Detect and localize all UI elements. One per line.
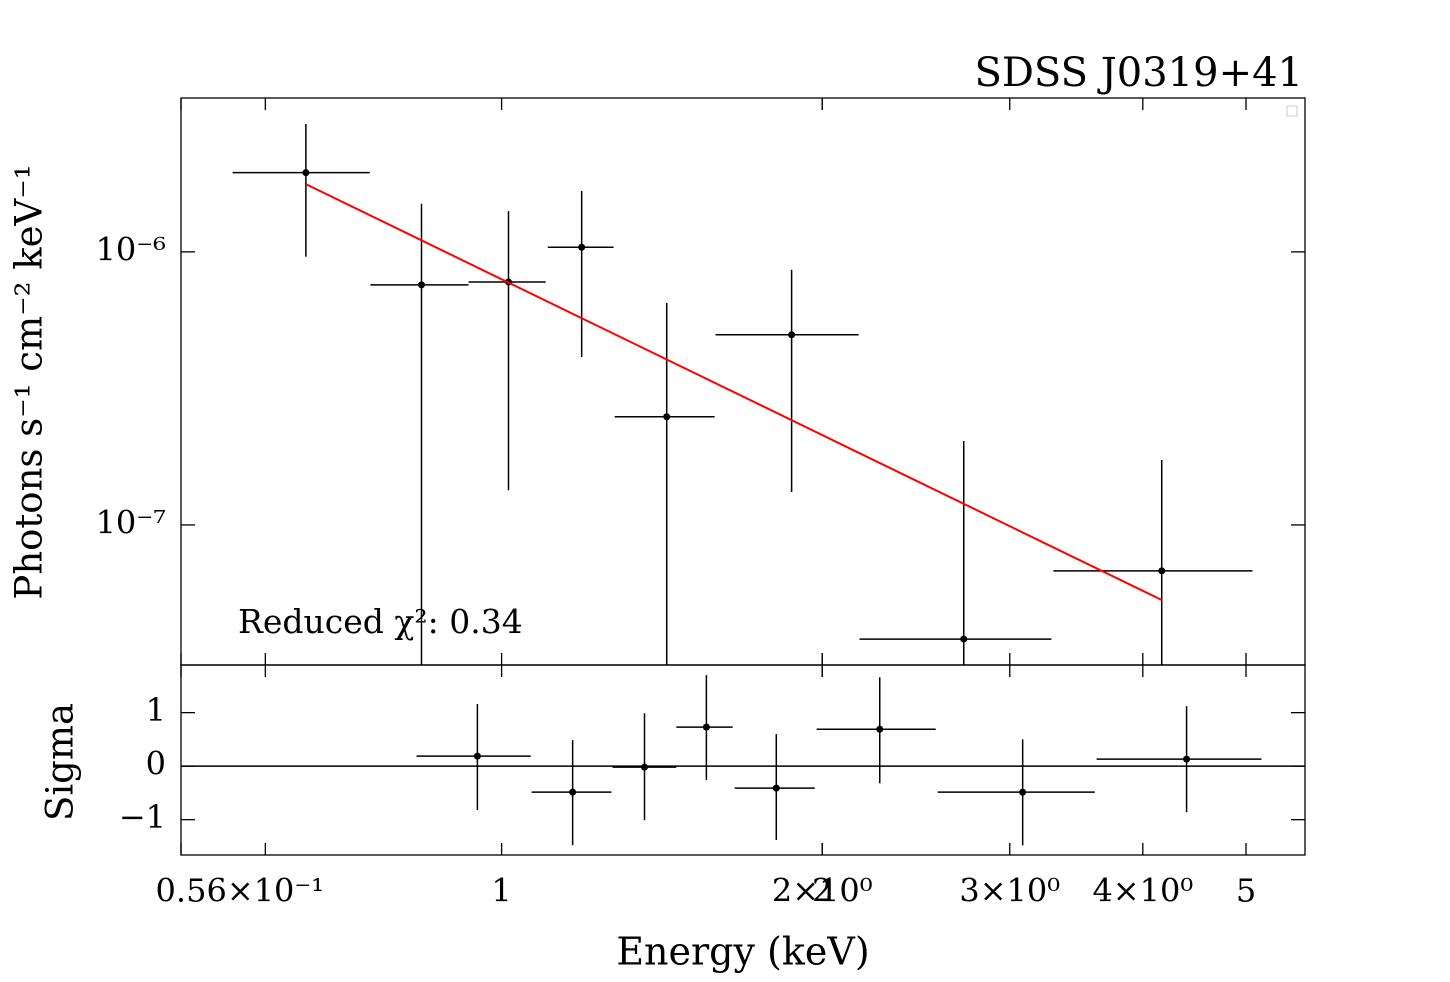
panel-frame (180, 664, 1306, 856)
data-point (702, 723, 710, 731)
plot-area (181, 675, 1305, 846)
model-line (305, 183, 1163, 601)
annotation: Reduced χ²: 0.34 (238, 602, 523, 641)
x-tick-label: 2×10⁰ (772, 872, 873, 910)
y-tick-label: 10⁻⁶ (96, 230, 166, 268)
data-point (473, 752, 481, 760)
y-tick-label: 0 (146, 745, 166, 783)
data-point (302, 169, 310, 177)
data-point (418, 281, 426, 289)
y-tick-label: 10⁻⁷ (96, 503, 166, 541)
x-tick-label: 4×10⁰ (1092, 872, 1193, 910)
data-point (1019, 788, 1027, 796)
data-point (663, 413, 671, 421)
plot-area (232, 123, 1253, 665)
y-axis-label: Photons s⁻¹ cm⁻² keV⁻¹ (8, 164, 51, 599)
data-point (960, 635, 968, 643)
y-axis-label: Sigma (39, 703, 82, 821)
x-tick-label: 2 (812, 872, 832, 910)
x-tick-label: 6×10⁻¹ (207, 872, 325, 910)
legend-box (1286, 105, 1298, 117)
x-tick-label: 1 (491, 872, 511, 910)
data-point (772, 784, 780, 792)
y-tick-label: 1 (146, 691, 166, 729)
x-axis-label: Energy (keV) (616, 930, 869, 974)
data-point (788, 331, 796, 339)
data-point (569, 788, 577, 796)
x-tick-label: 3×10⁰ (959, 872, 1060, 910)
data-point (1183, 755, 1191, 763)
data-point (876, 725, 884, 733)
x-tick-label: 5 (1236, 872, 1256, 910)
chart-title: SDSS J0319+41 (974, 50, 1303, 96)
data-point (641, 763, 649, 771)
y-tick-label: −1 (119, 798, 166, 836)
x-tick-label: 0.5 (156, 872, 207, 910)
data-point (1158, 567, 1166, 575)
data-point (578, 243, 586, 251)
